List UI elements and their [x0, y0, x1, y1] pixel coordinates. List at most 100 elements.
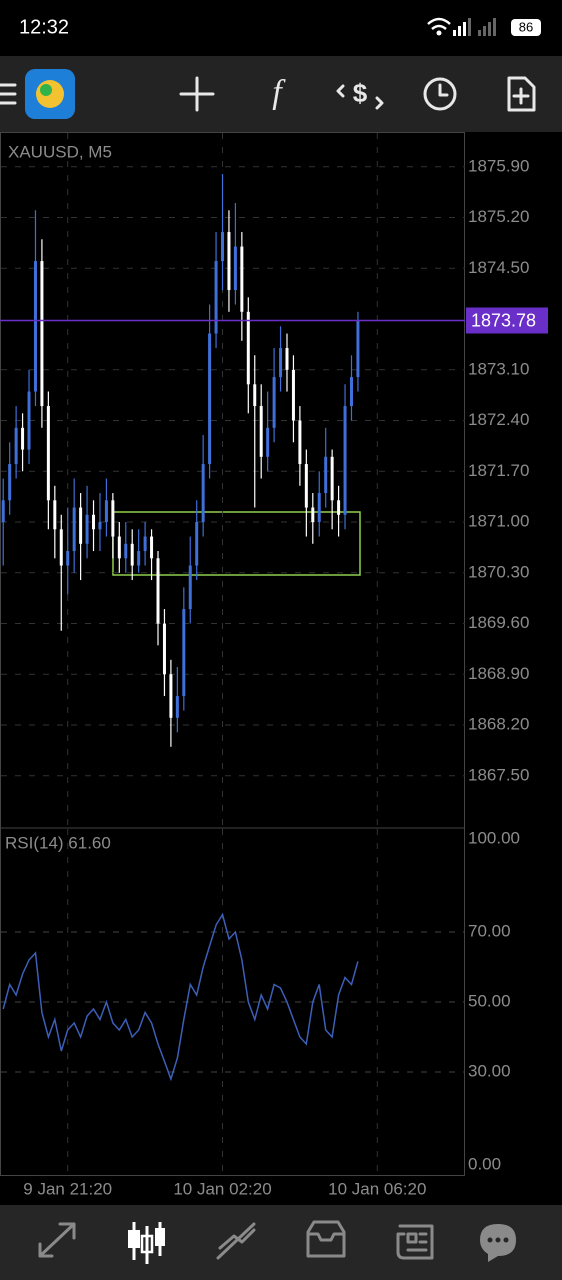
y-tick-label: 1872.40 — [468, 410, 529, 429]
candle-body — [137, 551, 141, 566]
status-bar — [0, 0, 562, 56]
candle-body — [130, 543, 134, 566]
candle-body — [259, 406, 263, 457]
chart-frame — [0, 132, 465, 1176]
candle-body — [53, 500, 57, 530]
candle-body — [285, 348, 289, 370]
candle-body — [92, 514, 96, 530]
rectangle-object[interactable] — [112, 511, 361, 576]
candle-body — [317, 493, 321, 523]
bottom-nav — [0, 1205, 562, 1280]
y-tick-label: 50.00 — [468, 991, 511, 1010]
candle-body — [208, 333, 212, 465]
signal-icons — [427, 17, 496, 36]
candle-body — [72, 507, 76, 552]
trade-button[interactable]: $ — [336, 78, 384, 110]
y-tick-label: 1869.60 — [468, 613, 529, 632]
candle-body — [253, 384, 257, 407]
candle-body — [162, 623, 166, 675]
x-tick-label: 10 Jan 02:20 — [173, 1179, 271, 1198]
candle-body — [27, 391, 31, 450]
candle-body — [8, 464, 12, 501]
candle-body — [79, 507, 83, 544]
candle-body — [14, 427, 18, 465]
y-tick-label: 1871.00 — [468, 512, 529, 531]
candle-body — [233, 246, 237, 291]
nav-chart[interactable] — [128, 1222, 165, 1264]
timeframe-button[interactable] — [423, 77, 457, 111]
y-tick-label: 0.00 — [468, 1154, 501, 1173]
candle-body — [143, 536, 147, 552]
symbol-label: XAUUSD, M5 — [8, 142, 112, 161]
y-tick-label: 1868.90 — [468, 664, 529, 683]
candle-body — [21, 427, 25, 450]
candle-body — [150, 536, 154, 559]
candle-body — [175, 696, 179, 718]
toolbar — [0, 56, 562, 132]
candle-body — [227, 232, 231, 291]
nav-trade[interactable] — [216, 1222, 256, 1260]
app-logo[interactable] — [25, 69, 75, 119]
y-tick-label: 1875.20 — [468, 207, 529, 226]
candle-body — [279, 348, 283, 378]
candle-body — [343, 406, 347, 515]
nav-quotes[interactable] — [38, 1222, 76, 1258]
y-tick-label: 70.00 — [468, 921, 511, 940]
candle-body — [59, 529, 63, 566]
y-tick-label: 1873.10 — [468, 359, 529, 378]
rsi-label: RSI(14) 61.60 — [5, 833, 111, 852]
nav-news[interactable] — [396, 1224, 434, 1260]
y-tick-label: 1874.50 — [468, 258, 529, 277]
candle-body — [298, 420, 302, 465]
new-order-button[interactable] — [507, 76, 536, 112]
candle-body — [201, 464, 205, 523]
candle-body — [156, 558, 160, 624]
candle-body — [304, 464, 308, 508]
candle-body — [349, 377, 353, 407]
y-tick-label: 1868.20 — [468, 715, 529, 734]
y-tick-label: 30.00 — [468, 1061, 511, 1080]
candle-body — [182, 609, 186, 697]
candle-body — [240, 246, 244, 312]
candle-body — [195, 522, 199, 566]
battery-level: 86 — [519, 19, 533, 34]
svg-text:$: $ — [353, 78, 368, 108]
candle-body — [337, 500, 341, 515]
price-tag — [466, 307, 548, 334]
candle-body — [1, 500, 5, 523]
y-tick-label: 1870.30 — [468, 562, 529, 581]
nav-chat[interactable] — [480, 1224, 516, 1262]
y-tick-label: 1867.50 — [468, 765, 529, 784]
crosshair-button[interactable] — [179, 76, 215, 112]
candle-body — [117, 536, 121, 559]
candle-body — [356, 320, 360, 378]
price-tag-label: 1873.78 — [471, 310, 536, 330]
candle-body — [124, 543, 128, 559]
candle-body — [311, 507, 315, 523]
candle-body — [272, 377, 276, 428]
nav-history[interactable] — [306, 1220, 346, 1258]
candle-body — [98, 522, 102, 530]
candle-body — [188, 565, 192, 610]
battery — [511, 19, 541, 36]
candle-body — [324, 456, 328, 494]
y-tick-label: 1875.90 — [468, 156, 529, 175]
candle-body — [266, 427, 270, 457]
candle-body — [246, 311, 250, 385]
x-tick-label: 9 Jan 21:20 — [23, 1179, 112, 1198]
candle-body — [66, 551, 70, 566]
candle-body — [214, 261, 218, 334]
candle-body — [330, 456, 334, 501]
candle-body — [111, 500, 115, 537]
y-tick-label: 100.00 — [468, 828, 520, 847]
menu-button[interactable] — [0, 83, 17, 105]
candle-body — [169, 674, 173, 718]
clock: 12:32 — [19, 16, 69, 38]
candle-body — [33, 261, 37, 392]
rsi-line — [2, 912, 359, 1082]
y-tick-label: 1871.70 — [468, 461, 529, 480]
candle-body — [291, 369, 295, 421]
candle-body — [104, 500, 108, 523]
candle-body — [46, 406, 50, 501]
